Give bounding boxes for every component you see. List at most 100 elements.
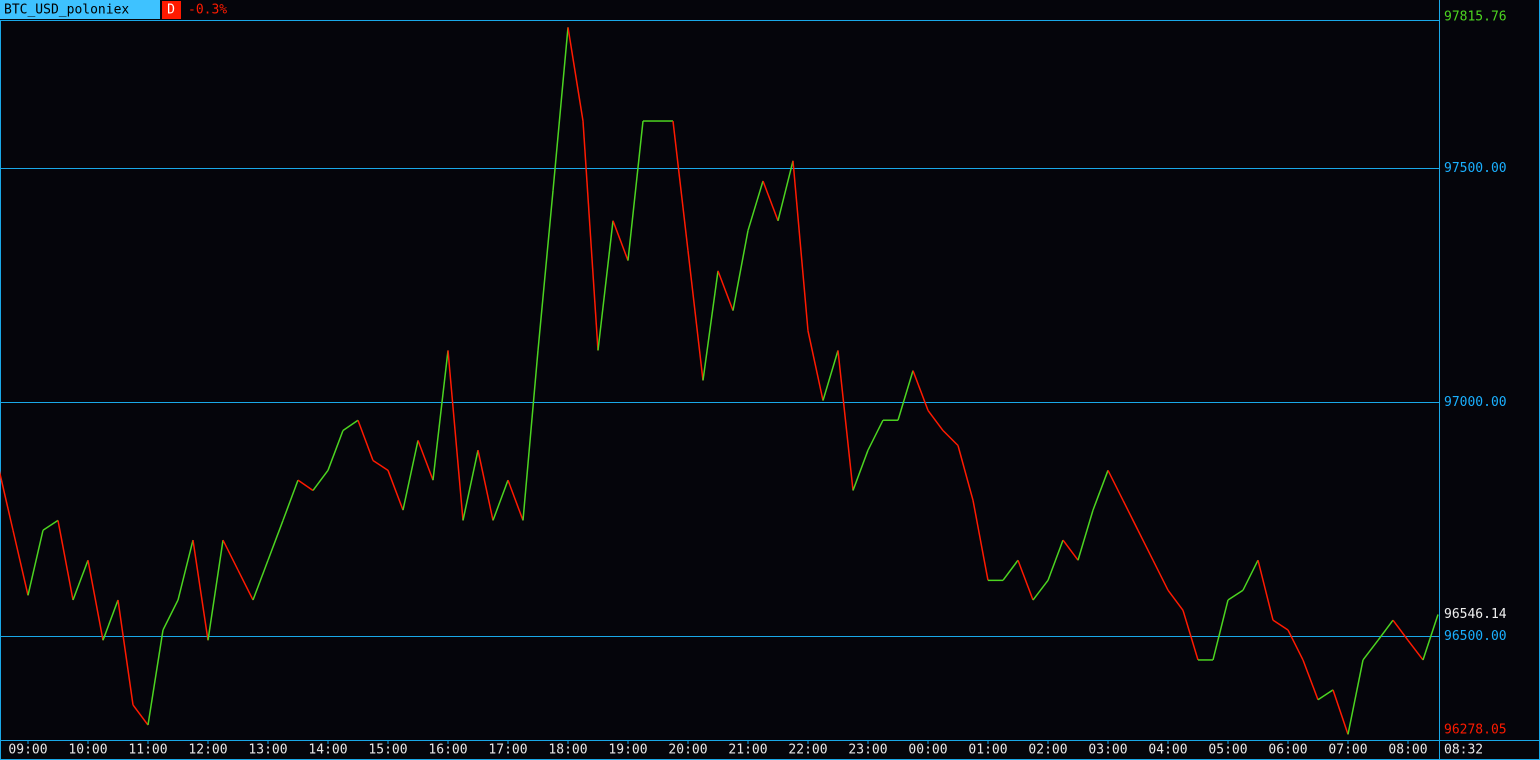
price-segment	[597, 220, 614, 351]
price-segment	[297, 479, 314, 492]
price-segment	[927, 409, 944, 431]
price-segment	[867, 419, 884, 451]
price-segment	[312, 469, 329, 491]
price-segment	[432, 350, 449, 481]
price-segment	[1407, 639, 1424, 661]
price-segment	[207, 539, 224, 641]
x-tick-label: 17:00	[488, 743, 527, 758]
price-segment	[582, 120, 599, 351]
x-tick-label: 05:00	[1208, 743, 1247, 758]
price-segment	[87, 560, 104, 641]
price-segment	[57, 520, 74, 601]
price-segment	[1077, 509, 1094, 561]
price-segment	[1257, 560, 1274, 621]
x-tick-label: 22:00	[788, 743, 827, 758]
x-tick-label: 11:00	[128, 743, 167, 758]
price-segment	[1047, 539, 1064, 581]
price-segment	[462, 450, 479, 521]
price-segment	[567, 27, 584, 122]
price-segment	[1062, 539, 1079, 561]
x-tick-label: 23:00	[848, 743, 887, 758]
x-tick-label: 07:00	[1328, 743, 1367, 758]
price-segment	[717, 270, 734, 311]
y-tick-label: 97500.00	[1444, 161, 1507, 176]
price-segment	[1182, 610, 1199, 661]
price-segment	[1317, 689, 1334, 701]
price-segment	[702, 270, 719, 381]
price-segment	[1032, 579, 1049, 601]
price-segment	[1167, 589, 1184, 611]
price-segment	[492, 479, 509, 521]
price-segment	[282, 479, 299, 521]
price-segment	[1287, 629, 1304, 661]
price-segment	[1122, 499, 1139, 531]
price-segment	[357, 419, 374, 461]
min-label: 96278.05	[1444, 723, 1507, 738]
price-segment	[537, 190, 554, 351]
price-segment	[672, 120, 689, 251]
price-segment	[897, 370, 914, 421]
price-segment	[1227, 589, 1244, 601]
price-segment	[687, 250, 704, 381]
x-tick-label: 08:00	[1388, 743, 1427, 758]
price-segment	[1212, 599, 1229, 661]
price-segment	[72, 559, 89, 601]
price-segment	[1377, 619, 1394, 641]
x-tick-label: 13:00	[248, 743, 287, 758]
price-segment	[387, 470, 404, 511]
price-segment	[1302, 659, 1319, 701]
price-segment	[237, 569, 254, 601]
change: -0.3%	[188, 3, 227, 18]
price-segment	[1092, 470, 1109, 511]
price-segment	[762, 180, 779, 222]
x-tick-label: 20:00	[668, 743, 707, 758]
y-tick-label: 96500.00	[1444, 629, 1507, 644]
price-segment	[147, 629, 164, 726]
price-segment	[162, 599, 179, 631]
price-segment	[1422, 614, 1439, 661]
price-segment	[372, 459, 389, 471]
price-segment	[1392, 619, 1409, 641]
price-segment	[957, 445, 974, 501]
price-segment	[327, 430, 344, 471]
price-segment	[402, 440, 419, 511]
max-label: 97815.76	[1444, 10, 1507, 25]
price-segment	[747, 180, 764, 231]
price-segment	[177, 539, 194, 601]
price-segment	[1137, 529, 1154, 561]
price-segment	[132, 704, 149, 726]
x-tick-label: 02:00	[1028, 743, 1067, 758]
price-segment	[1107, 469, 1124, 501]
price-segment	[252, 559, 269, 601]
x-tick-label: 15:00	[368, 743, 407, 758]
price-segment	[942, 429, 959, 447]
price-segment	[627, 120, 644, 261]
price-segment	[0, 470, 14, 531]
price-segment	[852, 449, 869, 491]
symbol: BTC_USD_poloniex	[4, 3, 129, 18]
price-segment	[1272, 619, 1289, 631]
price-segment	[972, 500, 989, 581]
price-segment	[417, 440, 434, 481]
price-segment	[477, 450, 494, 521]
price-segment	[27, 530, 44, 596]
price-segment	[447, 350, 464, 521]
x-tick-label: 12:00	[188, 743, 227, 758]
price-segment	[12, 530, 29, 596]
y-tick-label: 97000.00	[1444, 395, 1507, 410]
x-tick-label: 06:00	[1268, 743, 1307, 758]
price-segment	[522, 350, 539, 521]
x-tick-label: 14:00	[308, 743, 347, 758]
price-segment	[552, 27, 569, 191]
x-tick-label: 18:00	[548, 743, 587, 758]
price-segment	[792, 160, 809, 331]
price-segment	[732, 230, 749, 311]
x-tick-label: 01:00	[968, 743, 1007, 758]
price-segment	[342, 419, 359, 432]
price-segment	[807, 330, 824, 401]
price-segment	[267, 520, 284, 561]
x-tick-label: 21:00	[728, 743, 767, 758]
current-time: 08:32	[1444, 743, 1483, 758]
